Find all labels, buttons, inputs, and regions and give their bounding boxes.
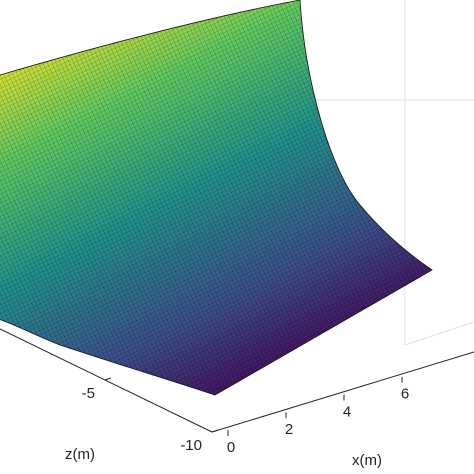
z-tick-label: -10 bbox=[180, 437, 202, 454]
z-tick bbox=[104, 377, 112, 381]
surface bbox=[0, 0, 433, 396]
x-axis-label: x(m) bbox=[352, 452, 382, 469]
z-tick bbox=[211, 429, 219, 433]
z-axis-label: z(m) bbox=[65, 446, 95, 463]
z-tick-label: -5 bbox=[82, 385, 95, 402]
x-tick-label: 4 bbox=[343, 403, 351, 420]
x-tick-label: 6 bbox=[401, 386, 409, 403]
x-axis-line bbox=[211, 351, 474, 433]
x-tick-label: 2 bbox=[285, 421, 293, 438]
x-tick-label: 0 bbox=[227, 439, 235, 456]
